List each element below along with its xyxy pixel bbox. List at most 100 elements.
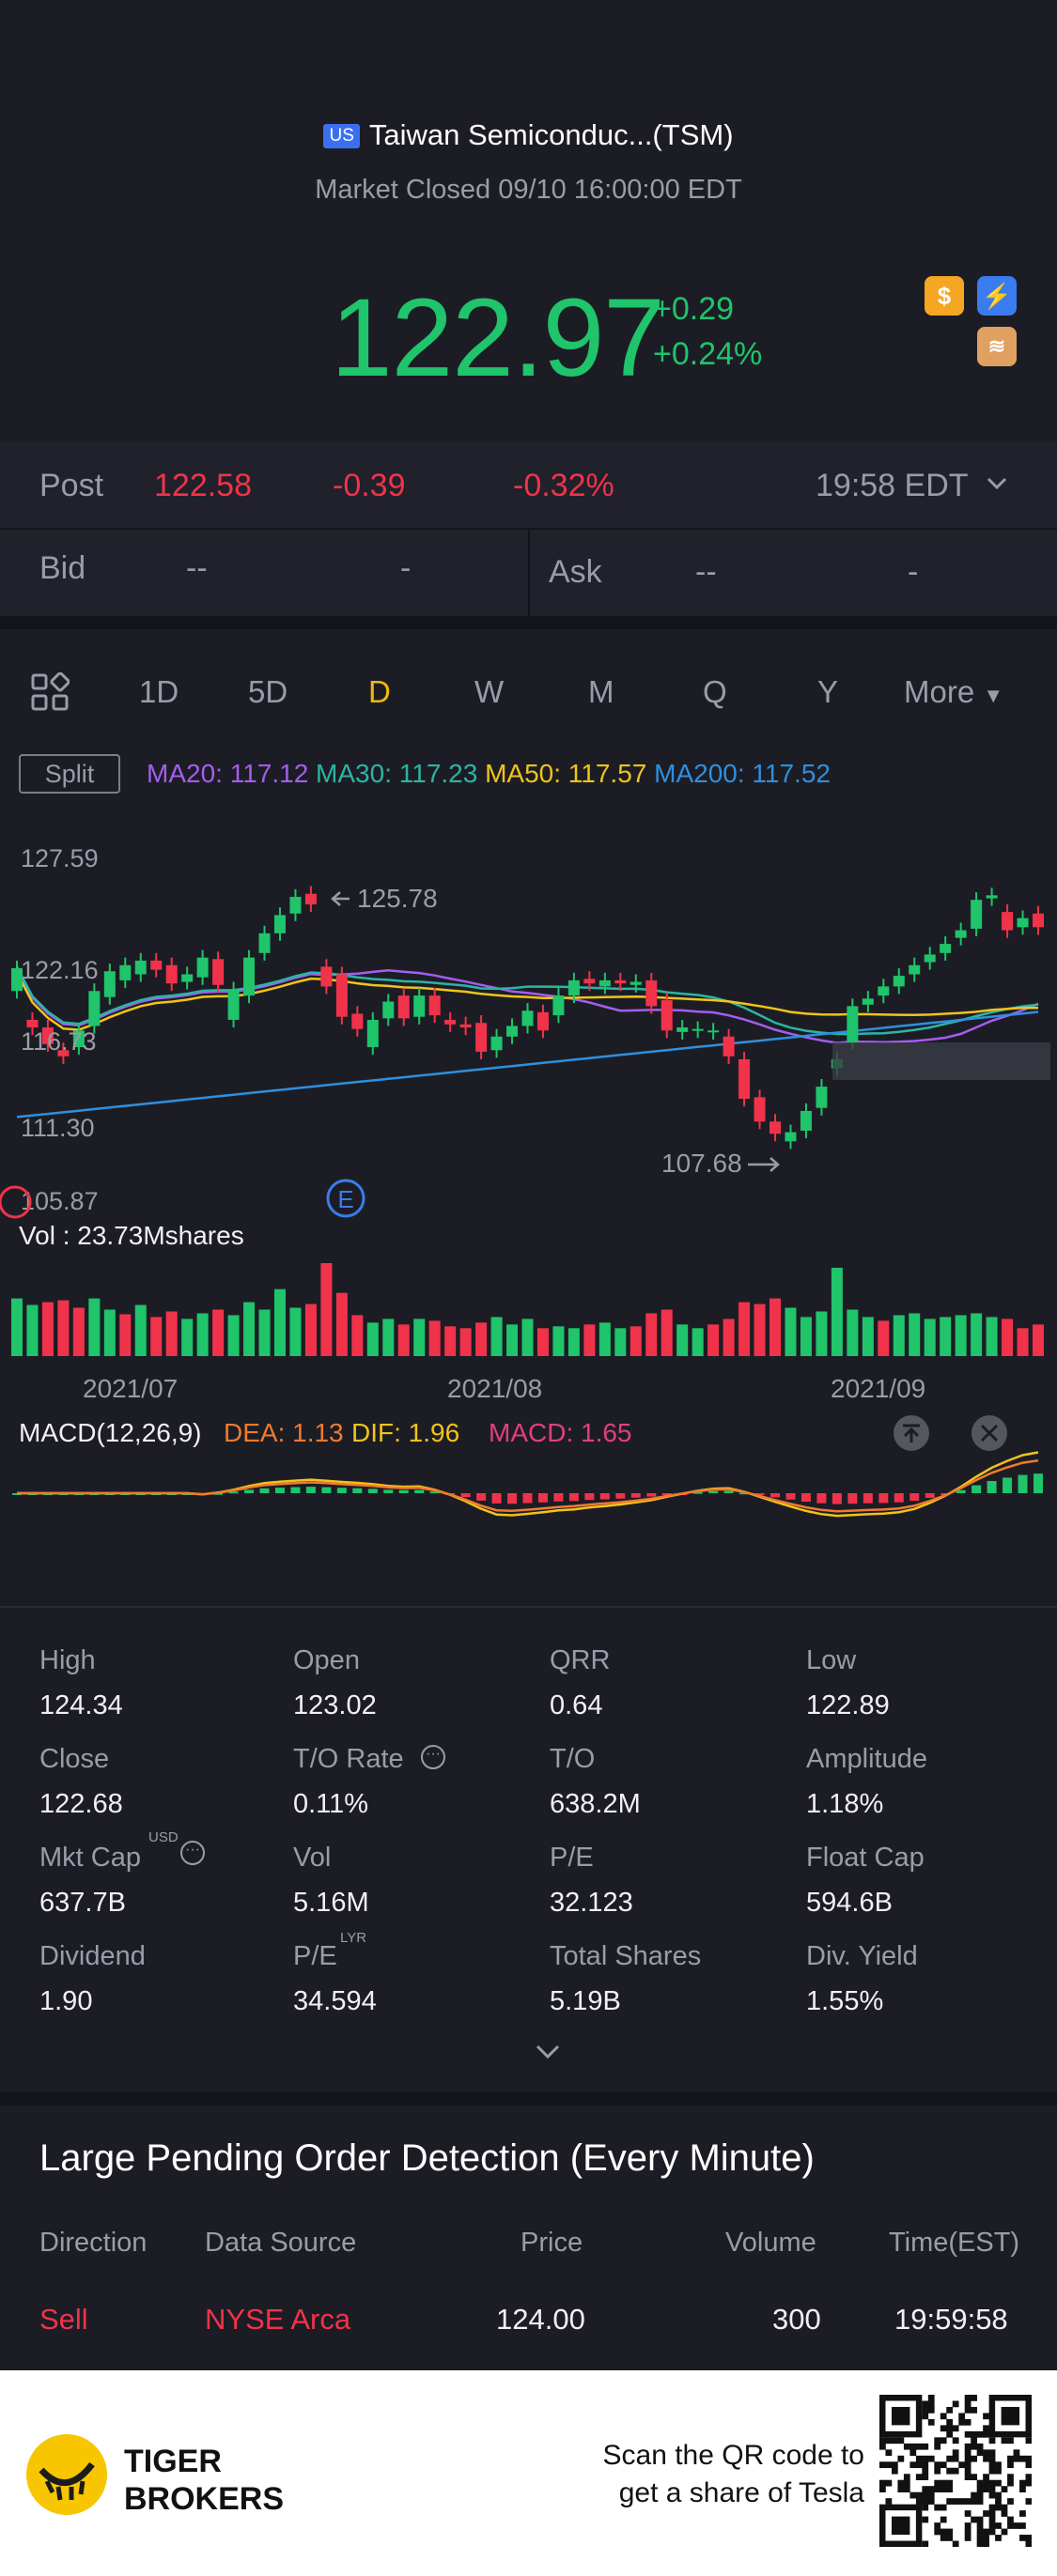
tab-more[interactable]: More ▼ — [904, 674, 1003, 710]
event-circle-icon[interactable] — [0, 1185, 32, 1219]
qr-module — [946, 2425, 954, 2432]
grid-layout-icon[interactable] — [30, 671, 70, 717]
candle-body — [444, 1019, 457, 1025]
price-chart[interactable]: 127.59 122.16 116.73 111.30 105.87 125.7… — [0, 826, 1057, 1578]
candle-body — [475, 1023, 488, 1052]
qr-module — [958, 2498, 966, 2505]
volume-label: Vol : 23.73Mshares — [19, 1221, 244, 1250]
dollar-icon[interactable]: $ — [925, 276, 964, 316]
stat-value: 34.594 — [293, 1986, 377, 2016]
qr-module — [983, 2528, 989, 2536]
close-icon[interactable] — [972, 1415, 1007, 1451]
candle-body — [598, 979, 611, 987]
candle-body — [304, 893, 317, 905]
tab-d[interactable]: D — [368, 674, 391, 709]
section-divider — [0, 616, 1057, 629]
candle-body — [134, 960, 147, 975]
flash-icon[interactable]: ⚡ — [977, 276, 1017, 316]
volume-bar — [351, 1315, 364, 1356]
qr-module — [922, 2406, 929, 2414]
more-info-icon[interactable]: ··· — [180, 1841, 205, 1865]
macd-bar — [754, 1493, 765, 1495]
qr-module — [964, 2455, 972, 2462]
qr-module — [922, 2474, 929, 2481]
tab-y[interactable]: Y — [817, 674, 839, 709]
volume-bar — [119, 1314, 132, 1356]
pin-top-icon[interactable] — [894, 1415, 929, 1451]
post-time[interactable]: 19:58 EDT — [816, 468, 969, 503]
macd-value: MACD: 1.65 — [489, 1418, 632, 1447]
qr-module — [952, 2498, 959, 2505]
qr-module — [976, 2449, 984, 2457]
qr-module — [976, 2443, 984, 2450]
volume-bar — [598, 1322, 611, 1356]
qr-module — [995, 2498, 1002, 2505]
earnings-event-icon[interactable] — [326, 1179, 365, 1218]
split-button[interactable]: Split — [19, 754, 120, 794]
volume-bar — [924, 1319, 936, 1356]
tab-w[interactable]: W — [474, 674, 505, 709]
promo-footer: TIGER BROKERS Scan the QR code to get a … — [0, 2370, 1057, 2576]
layers-icon[interactable]: ≋ — [977, 327, 1017, 366]
qr-module — [995, 2461, 1002, 2469]
price-change-pct: +0.24% — [653, 336, 763, 372]
qr-module — [988, 2467, 996, 2475]
tab-m[interactable]: M — [588, 674, 614, 709]
qr-module — [1007, 2455, 1014, 2462]
macd-bar — [801, 1493, 811, 1503]
candle-body — [88, 991, 101, 1026]
bid-label: Bid — [39, 550, 86, 586]
tab-5d[interactable]: 5D — [248, 674, 288, 709]
volume-bar — [490, 1317, 503, 1356]
tab-1d[interactable]: 1D — [139, 674, 179, 709]
expand-chevron-icon[interactable] — [534, 2042, 562, 2067]
stat-value: 32.123 — [550, 1888, 633, 1918]
ma200-value: MA200: 117.52 — [654, 759, 831, 788]
y-tick-label: 127.59 — [21, 844, 99, 872]
stat-label: QRR — [550, 1645, 611, 1675]
ma-legend: MA20: 117.12 MA30: 117.23 MA50: 117.57 M… — [147, 759, 831, 789]
macd-bar — [599, 1493, 610, 1500]
candle-body — [567, 979, 580, 996]
candle-body — [459, 1024, 472, 1028]
x-tick-label: 2021/09 — [831, 1374, 925, 1403]
qr-module — [934, 2437, 941, 2445]
tab-q[interactable]: Q — [703, 674, 727, 709]
qr-module — [1001, 2437, 1008, 2445]
stat-value: 637.7B — [39, 1888, 126, 1918]
col-volume: Volume — [725, 2228, 816, 2258]
candle-body — [614, 979, 627, 984]
qr-module — [958, 2418, 966, 2426]
more-info-icon[interactable]: ··· — [421, 1745, 445, 1769]
qr-module — [1025, 2437, 1032, 2445]
volume-bar — [181, 1319, 194, 1356]
qr-module — [940, 2413, 947, 2420]
bid-size: - — [400, 550, 412, 586]
post-change: -0.39 — [333, 468, 406, 503]
qr-module — [995, 2522, 1002, 2529]
y-tick-label: 116.73 — [21, 1027, 97, 1056]
qr-module — [1025, 2540, 1032, 2547]
qr-module — [988, 2479, 996, 2487]
dif-value: DIF: 1.96 — [351, 1418, 459, 1447]
macd-bar — [460, 1493, 471, 1498]
x-tick-label: 2021/08 — [447, 1374, 542, 1403]
candle-body — [57, 1050, 70, 1057]
qr-module — [1019, 2522, 1026, 2529]
volume-bar — [1002, 1319, 1014, 1356]
qr-finder — [891, 2406, 910, 2426]
qr-module — [946, 2430, 954, 2438]
volume-bar — [614, 1328, 627, 1356]
volume-bar — [630, 1326, 642, 1356]
volume-bar — [676, 1324, 689, 1356]
chevron-down-icon[interactable] — [983, 470, 1011, 502]
volume-bar — [707, 1324, 720, 1356]
stat-value: 0.64 — [550, 1690, 603, 1720]
volume-bar — [645, 1313, 658, 1356]
arrow-left-icon — [331, 891, 350, 906]
volume-bar — [738, 1302, 751, 1356]
qr-module — [909, 2449, 917, 2457]
macd-bar — [476, 1493, 487, 1501]
qr-module — [964, 2395, 972, 2401]
qr-module — [964, 2406, 972, 2414]
